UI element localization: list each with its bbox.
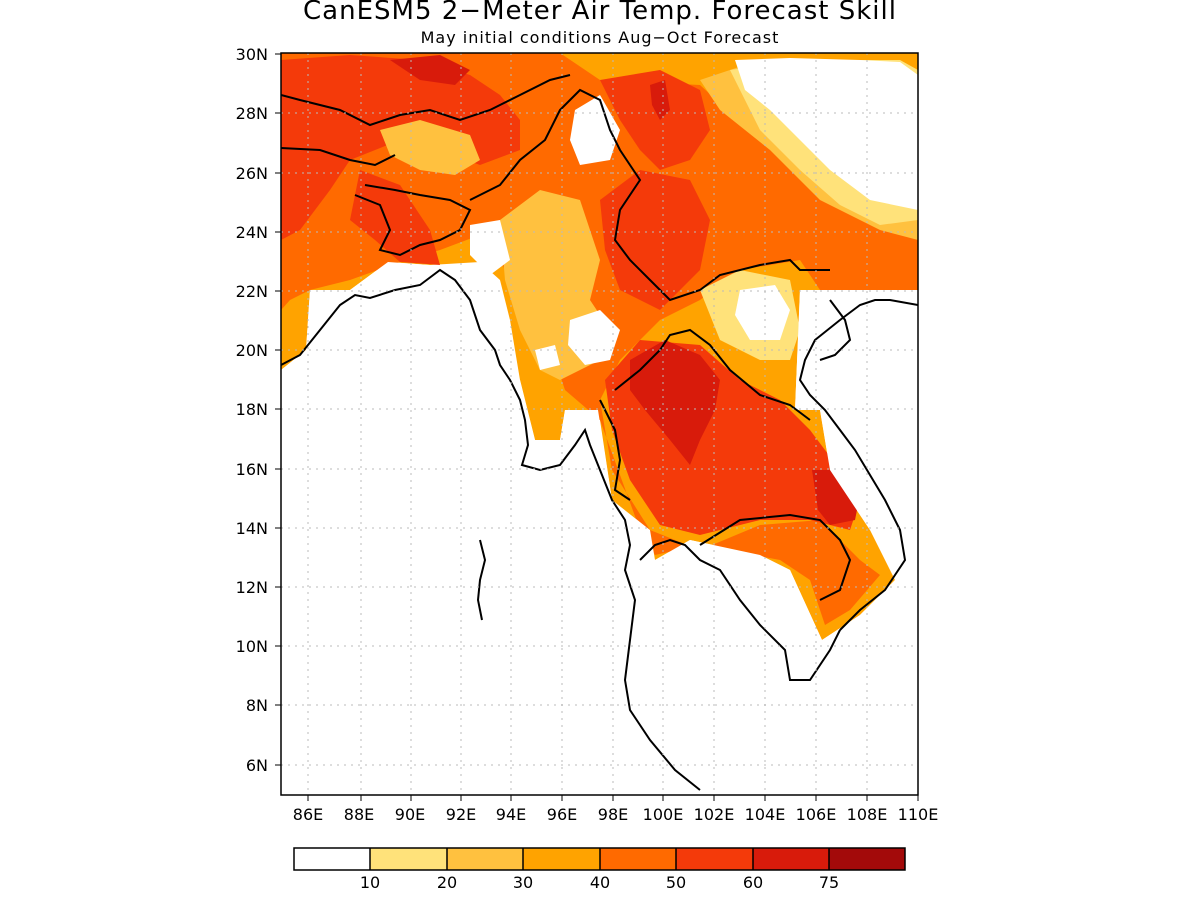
colorbar-swatch — [370, 848, 447, 870]
lat-label: 16N — [236, 460, 268, 479]
coastline-thailand-gulf — [639, 538, 841, 681]
border-india-bangladesh — [354, 184, 472, 257]
lat-label: 30N — [236, 45, 268, 64]
lat-label: 14N — [236, 519, 268, 538]
border-himalaya — [281, 74, 571, 127]
skill-min-laos — [735, 285, 790, 340]
lat-label: 22N — [236, 282, 268, 301]
coastline-vietnam — [798, 299, 918, 631]
border-nepal-south — [281, 147, 396, 167]
map-frame — [280, 52, 919, 796]
skill-max-sichuan — [650, 80, 670, 120]
skill-core-bangladesh — [350, 170, 440, 265]
gridlines — [281, 53, 918, 795]
colorbar-label: 30 — [513, 873, 533, 892]
lon-label: 104E — [745, 805, 786, 824]
coastline-india-bangladesh — [281, 268, 701, 791]
coastline-tonkin-gulf — [819, 299, 852, 361]
colorbar-swatch — [676, 848, 753, 870]
lat-label: 20N — [236, 341, 268, 360]
coastlines — [281, 74, 918, 791]
colorbar-swatch — [753, 848, 829, 870]
lon-label: 86E — [293, 805, 323, 824]
lat-tick-labels: 30N 28N 26N 24N 22N 20N 18N 16N 14N 12N … — [236, 45, 268, 775]
colorbar-swatch — [600, 848, 676, 870]
colorbar-swatch — [294, 848, 370, 870]
map-title: CanESM5 2−Meter Air Temp. Forecast Skill — [303, 0, 897, 26]
lon-label: 90E — [395, 805, 425, 824]
lon-label: 98E — [598, 805, 628, 824]
mask-bay-of-bengal — [281, 262, 918, 795]
colorbar-swatch — [447, 848, 523, 870]
lat-label: 8N — [246, 696, 268, 715]
border-thai-myanmar — [599, 399, 631, 501]
coastline-andaman-islands — [476, 539, 487, 621]
border-cambodia — [699, 513, 852, 601]
lon-label: 110E — [898, 805, 939, 824]
colorbar-swatch — [523, 848, 600, 870]
colorbar-label: 60 — [743, 873, 763, 892]
lon-label: 108E — [847, 805, 888, 824]
skill-max-tibet — [390, 55, 470, 85]
lon-label: 106E — [796, 805, 837, 824]
lon-label: 96E — [547, 805, 577, 824]
skill-core-yunnan — [600, 170, 710, 310]
lon-label: 88E — [344, 805, 374, 824]
border-thai-laos — [614, 328, 811, 421]
skill-core-east-himalaya — [600, 70, 710, 170]
lat-label: 6N — [246, 756, 268, 775]
skill-min-yunnan — [735, 58, 918, 210]
colorbar: 10 20 30 40 50 60 75 — [293, 847, 906, 892]
skill-max-laos — [630, 340, 720, 465]
skill-min-myanmar — [568, 310, 620, 365]
skill-min-chin — [535, 345, 560, 370]
lat-label: 12N — [236, 578, 268, 597]
map-subtitle: May initial conditions Aug−Oct Forecast — [420, 28, 780, 47]
lon-label: 102E — [694, 805, 735, 824]
lat-label: 24N — [236, 223, 268, 242]
lon-tick-labels: 86E 88E 90E 92E 94E 96E 98E 100E 102E 10… — [293, 805, 939, 824]
colorbar-swatch — [829, 848, 905, 870]
skill-min-assam — [470, 220, 510, 275]
mask-gulf-of-tonkin — [800, 290, 850, 395]
lon-label: 92E — [446, 805, 476, 824]
lat-label: 18N — [236, 400, 268, 419]
lon-label: 100E — [643, 805, 684, 824]
border-myanmar-china — [469, 88, 830, 302]
colorbar-label: 20 — [437, 873, 457, 892]
lat-label: 10N — [236, 637, 268, 656]
lat-label: 28N — [236, 104, 268, 123]
colorbar-label: 75 — [819, 873, 839, 892]
skill-low-bhutan — [380, 120, 480, 175]
tick-marks — [275, 53, 919, 801]
skill-shading — [281, 53, 918, 795]
colorbar-label: 10 — [360, 873, 380, 892]
lat-label: 26N — [236, 164, 268, 183]
skill-core-north — [281, 55, 520, 240]
lon-label: 94E — [496, 805, 526, 824]
colorbar-label: 50 — [666, 873, 686, 892]
colorbar-label: 40 — [590, 873, 610, 892]
